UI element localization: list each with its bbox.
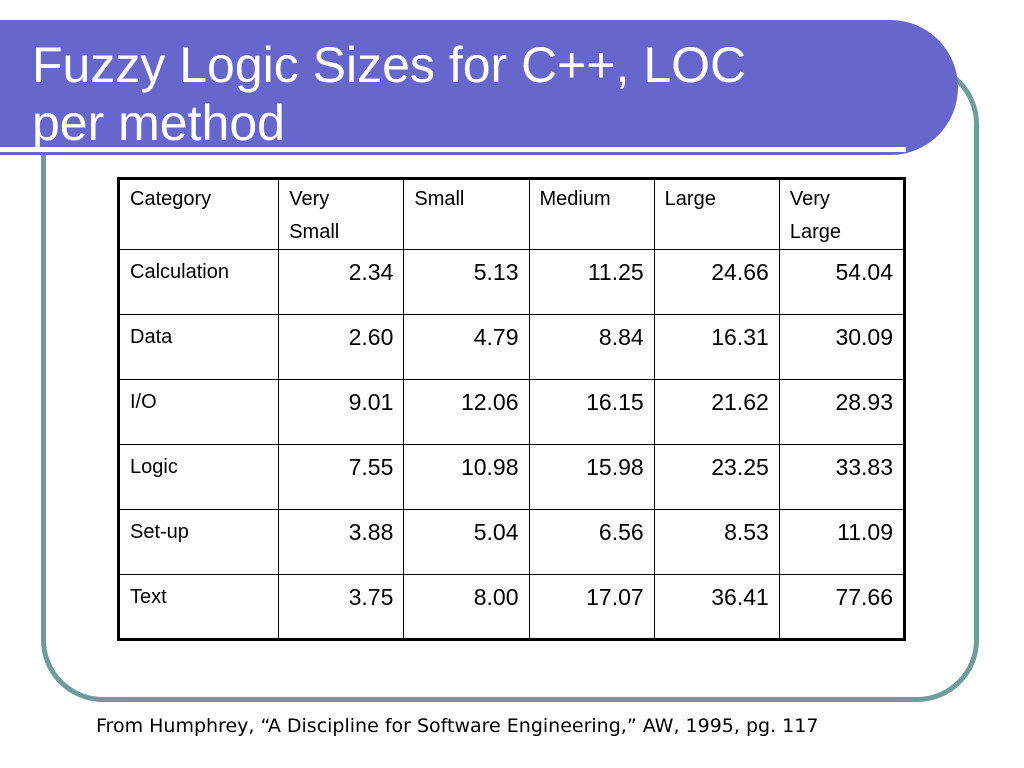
cell-small: 8.00 <box>403 574 530 640</box>
table-row: Logic 7.55 10.98 15.98 23.25 33.83 <box>117 444 906 510</box>
cell-very-small: 9.01 <box>278 379 405 445</box>
table-row: I/O 9.01 12.06 16.15 21.62 28.93 <box>117 379 906 445</box>
row-category: I/O <box>117 379 280 445</box>
cell-large: 16.31 <box>653 314 780 380</box>
table-row: Calculation 2.34 5.13 11.25 24.66 54.04 <box>117 249 906 315</box>
table-row: Data 2.60 4.79 8.84 16.31 30.09 <box>117 314 906 380</box>
cell-very-large: 28.93 <box>778 379 906 445</box>
header-large: Large <box>653 178 780 250</box>
header-very-small: Very Small <box>278 178 405 250</box>
row-category: Text <box>117 574 280 640</box>
cell-medium: 17.07 <box>528 574 655 640</box>
cell-medium: 11.25 <box>528 249 655 315</box>
title-underline <box>0 147 906 152</box>
row-category: Set-up <box>117 509 280 575</box>
cell-medium: 8.84 <box>528 314 655 380</box>
table-row: Set-up 3.88 5.04 6.56 8.53 11.09 <box>117 509 906 575</box>
cell-very-small: 2.60 <box>278 314 405 380</box>
cell-small: 4.79 <box>403 314 530 380</box>
fuzzy-size-table: Category Very Small Small Medium Large V… <box>117 177 906 641</box>
row-category: Data <box>117 314 280 380</box>
cell-very-large: 30.09 <box>778 314 906 380</box>
cell-small: 5.13 <box>403 249 530 315</box>
cell-very-small: 7.55 <box>278 444 405 510</box>
source-citation: From Humphrey, “A Discipline for Softwar… <box>96 715 819 737</box>
header-small: Small <box>403 178 530 250</box>
header-category: Category <box>117 178 280 250</box>
cell-medium: 15.98 <box>528 444 655 510</box>
cell-very-small: 3.75 <box>278 574 405 640</box>
cell-very-large: 77.66 <box>778 574 906 640</box>
cell-medium: 16.15 <box>528 379 655 445</box>
table-header-row: Category Very Small Small Medium Large V… <box>117 178 906 250</box>
cell-very-small: 3.88 <box>278 509 405 575</box>
header-medium: Medium <box>528 178 655 250</box>
title-banner: Fuzzy Logic Sizes for C++, LOC per metho… <box>0 20 958 155</box>
cell-very-large: 54.04 <box>778 249 906 315</box>
header-very-large: Very Large <box>778 178 906 250</box>
cell-very-large: 33.83 <box>778 444 906 510</box>
cell-very-small: 2.34 <box>278 249 405 315</box>
cell-medium: 6.56 <box>528 509 655 575</box>
cell-small: 12.06 <box>403 379 530 445</box>
table-row: Text 3.75 8.00 17.07 36.41 77.66 <box>117 574 906 640</box>
cell-large: 8.53 <box>653 509 780 575</box>
row-category: Logic <box>117 444 280 510</box>
row-category: Calculation <box>117 249 280 315</box>
cell-large: 21.62 <box>653 379 780 445</box>
cell-very-large: 11.09 <box>778 509 906 575</box>
slide-title: Fuzzy Logic Sizes for C++, LOC per metho… <box>32 37 747 151</box>
cell-small: 5.04 <box>403 509 530 575</box>
table-body: Calculation 2.34 5.13 11.25 24.66 54.04 Data 2.… <box>117 249 906 640</box>
cell-large: 36.41 <box>653 574 780 640</box>
table-header: Category Very Small Small Medium Large V… <box>117 178 906 250</box>
cell-small: 10.98 <box>403 444 530 510</box>
cell-large: 24.66 <box>653 249 780 315</box>
cell-large: 23.25 <box>653 444 780 510</box>
